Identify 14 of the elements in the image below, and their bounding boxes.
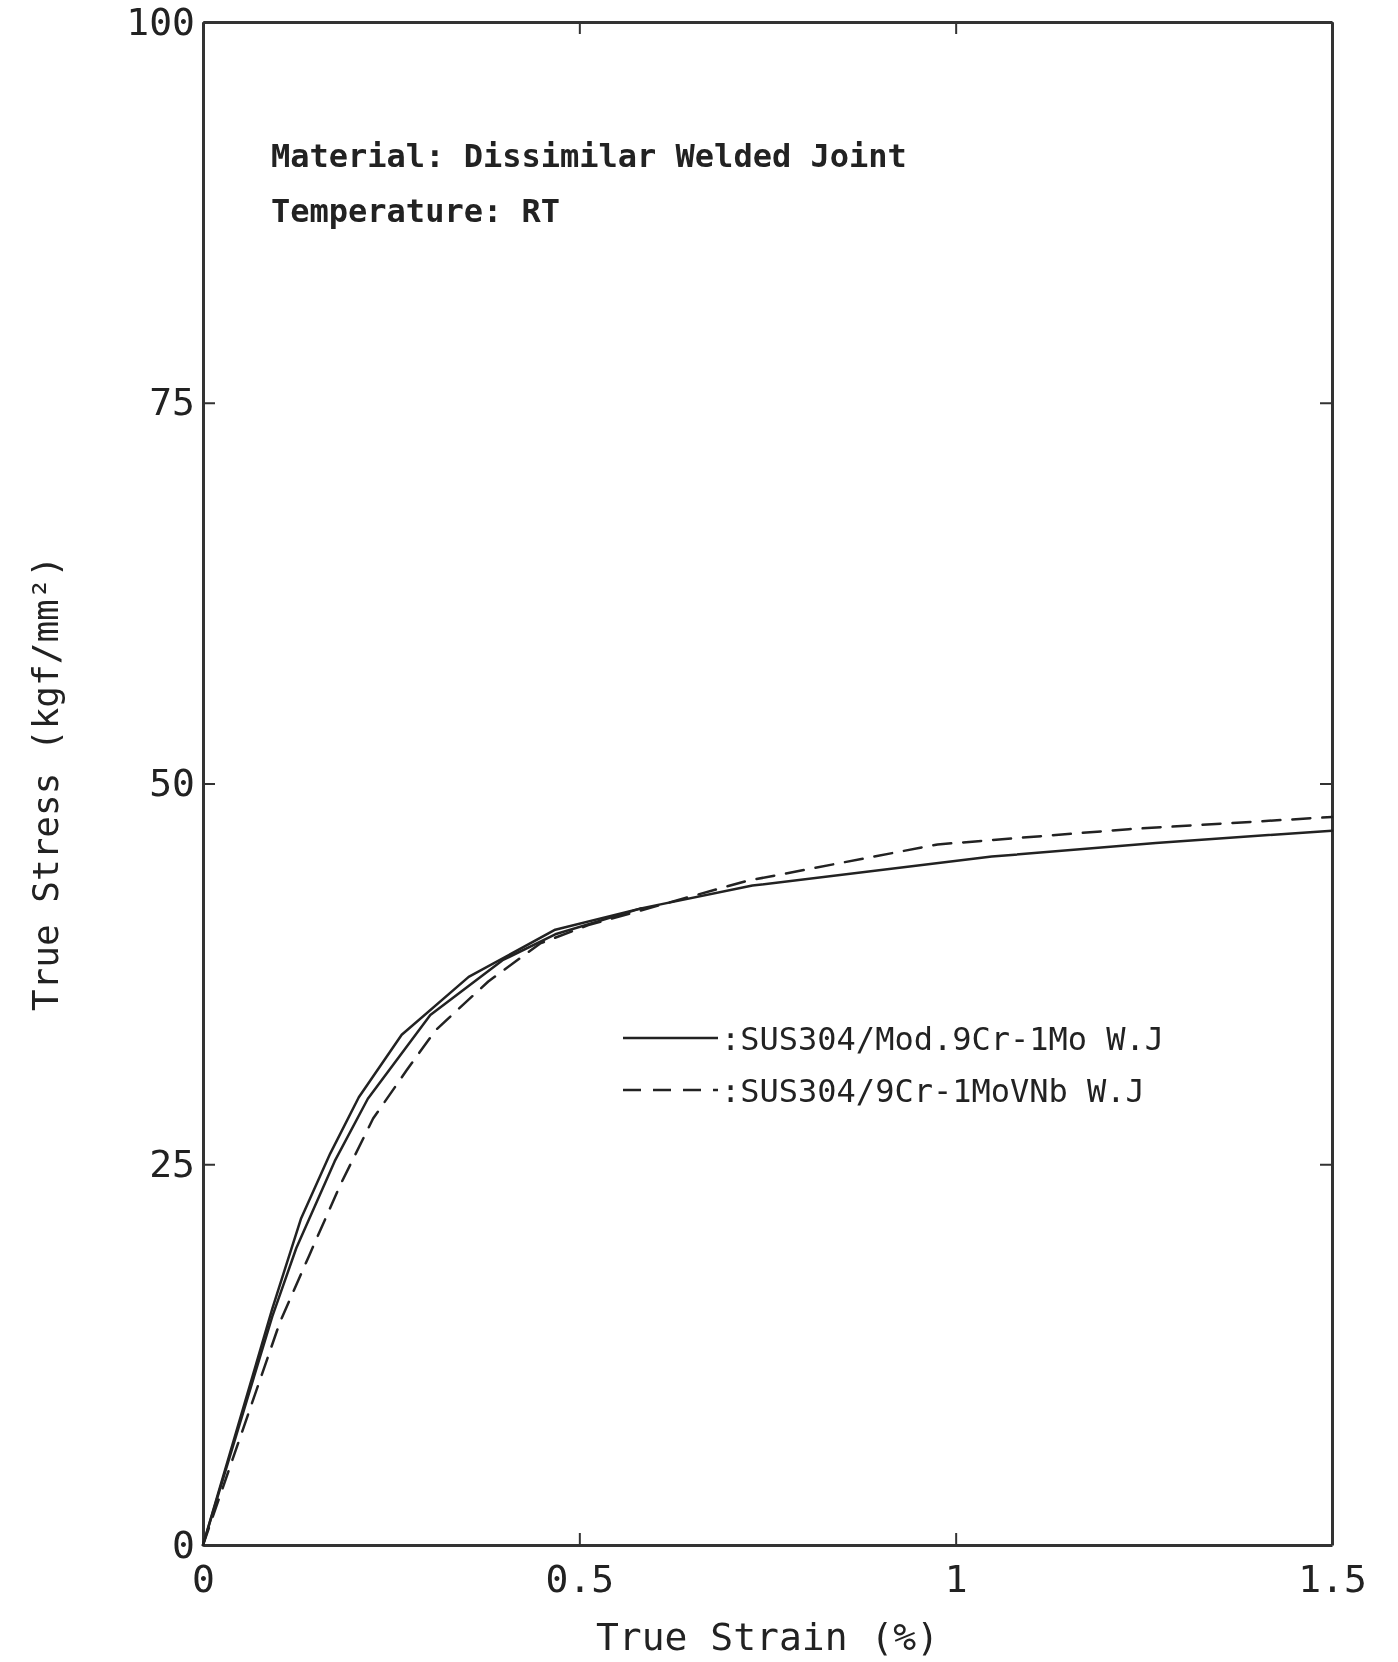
x-tick-label: 0.5: [545, 1556, 615, 1601]
x-axis-title: True Strain (%): [595, 1615, 940, 1659]
annotation: Temperature: RT: [271, 192, 560, 230]
legend-label: :SUS304/9Cr-1MoVNb W.J: [721, 1072, 1145, 1110]
y-axis-title: True Stress (kgf/mm²): [25, 555, 66, 1012]
y-tick-label: 100: [126, 0, 195, 44]
legend-label: :SUS304/Mod.9Cr-1Mo W.J: [721, 1020, 1165, 1058]
x-tick-label: 1: [944, 1556, 968, 1601]
annotation: Material: Dissimilar Welded Joint: [271, 137, 907, 175]
y-tick-label: 75: [149, 380, 195, 425]
x-tick-label: 1.5: [1298, 1556, 1367, 1601]
y-tick-label: 50: [149, 761, 195, 806]
y-tick-label: 25: [149, 1141, 195, 1186]
y-tick-label: 0: [172, 1522, 195, 1567]
